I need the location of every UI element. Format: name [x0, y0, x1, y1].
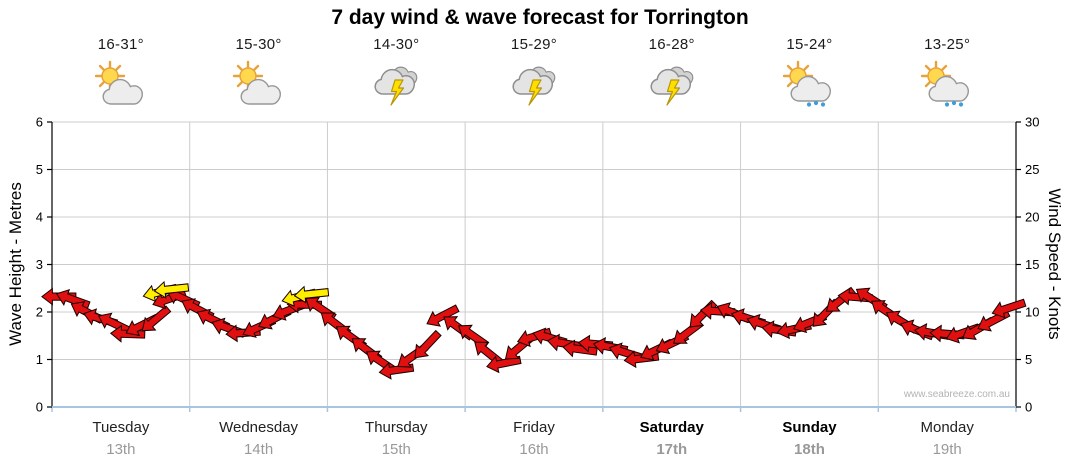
- temperature-range: 13-25°: [924, 36, 971, 53]
- temperature-range: 15-29°: [510, 36, 558, 53]
- day-name: Monday: [920, 419, 974, 436]
- thunderstorm-icon: [507, 60, 561, 108]
- right-axis-tick-label: 0: [1025, 400, 1032, 415]
- day-footer-column: Sunday 18th: [741, 419, 879, 458]
- day-date: 13th: [106, 441, 136, 458]
- wind-arrows: [41, 286, 1027, 380]
- left-axis-tick-label: 5: [36, 162, 43, 177]
- right-axis-tick-label: 30: [1025, 115, 1039, 130]
- day-header-column: 16-31°: [52, 36, 190, 108]
- day-date: 17th: [656, 441, 688, 458]
- right-axis-tick-label: 15: [1025, 257, 1039, 272]
- right-axis-tick-label: 20: [1025, 210, 1039, 225]
- temperature-range: 16-31°: [97, 36, 144, 53]
- left-axis-tick-label: 6: [36, 115, 43, 130]
- thunderstorm-icon: [645, 60, 699, 108]
- day-headers-row: 16-31° 15-30° 14-30° 15-29° 16-28° 15-24…: [52, 36, 1016, 108]
- axis-ticks: 0 1 2 3 4 5 6 0 5 10 15 20 25 30: [36, 115, 1040, 415]
- temperature-range: 14-30°: [373, 36, 420, 53]
- wind-arrows-highlight: [142, 280, 330, 307]
- day-footer-column: Monday 19th: [878, 419, 1016, 458]
- day-footer-column: Tuesday 13th: [52, 419, 190, 458]
- right-axis-tick-label: 25: [1025, 162, 1039, 177]
- day-date: 16th: [519, 441, 549, 458]
- day-header-column: 15-24°: [741, 36, 879, 108]
- partly-cloudy-icon: [232, 60, 286, 108]
- gridlines: [52, 121, 1016, 407]
- day-name: Sunday: [782, 419, 837, 436]
- page-title: 7 day wind & wave forecast for Torringto…: [331, 6, 749, 29]
- day-footer-column: Wednesday 14th: [190, 419, 328, 458]
- right-axis-tick-label: 10: [1025, 305, 1039, 320]
- day-name: Saturday: [639, 419, 704, 436]
- left-axis-tick-label: 1: [36, 352, 43, 367]
- day-header-column: 16-28°: [603, 36, 741, 108]
- day-name: Friday: [513, 419, 555, 436]
- day-header-column: 15-30°: [190, 36, 328, 108]
- left-axis-tick-label: 3: [36, 257, 43, 272]
- day-date: 18th: [794, 441, 825, 458]
- day-date: 14th: [243, 441, 274, 458]
- temperature-range: 15-30°: [235, 36, 282, 53]
- partly-cloudy-icon: [94, 60, 148, 108]
- day-footer-column: Friday 16th: [465, 419, 603, 458]
- day-name: Wednesday: [219, 419, 299, 436]
- thunderstorm-icon: [369, 60, 423, 108]
- left-axis-tick-label: 0: [36, 400, 43, 415]
- day-name: Tuesday: [92, 419, 150, 436]
- temperature-range: 16-28°: [648, 36, 695, 53]
- day-header-column: 14-30°: [327, 36, 465, 108]
- day-name: Thursday: [365, 419, 428, 436]
- left-axis-tick-label: 2: [36, 305, 43, 320]
- day-header-column: 15-29°: [465, 36, 603, 108]
- day-date: 19th: [932, 441, 962, 458]
- day-footer-column: Thursday 15th: [327, 419, 465, 458]
- watermark: www.seabreeze.com.au: [903, 389, 1010, 400]
- left-axis-tick-label: 4: [36, 210, 43, 225]
- right-axis-tick-label: 5: [1025, 352, 1032, 367]
- day-footers-row: Tuesday 13th Wednesday 14th Thursday 15t…: [52, 419, 1016, 458]
- temperature-range: 15-24°: [786, 36, 833, 53]
- axis-lines: [51, 122, 1017, 412]
- day-footer-column: Saturday 17th: [603, 419, 741, 458]
- sun-showers-icon: [782, 60, 836, 108]
- day-date: 15th: [381, 441, 411, 458]
- sun-showers-icon: [920, 60, 974, 108]
- day-header-column: 13-25°: [878, 36, 1016, 108]
